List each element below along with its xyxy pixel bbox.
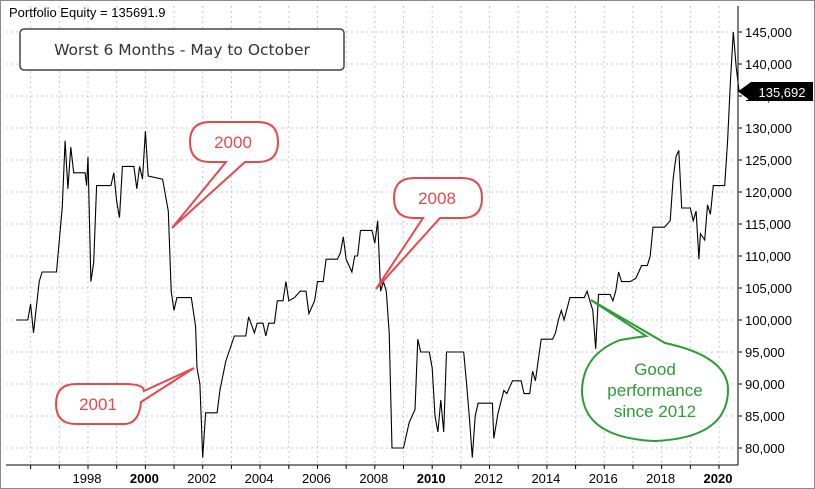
y-tick-label: 120,000	[745, 185, 792, 200]
y-tick-label: 105,000	[745, 281, 792, 296]
x-tick-label: 1998	[73, 471, 102, 486]
y-tick-label: 115,000	[745, 217, 791, 232]
callout-2000-text: 2000	[214, 133, 252, 152]
y-tick-label: 90,000	[745, 377, 785, 392]
callout-2001-text: 2001	[79, 395, 117, 414]
x-tick-label: 2004	[245, 471, 274, 486]
y-tick-label: 85,000	[745, 409, 785, 424]
x-tick-label: 2012	[474, 471, 503, 486]
y-tick-label: 110,000	[745, 249, 791, 264]
x-tick-label: 2016	[589, 471, 618, 486]
y-tick-label: 130,000	[745, 121, 792, 136]
y-tick-label: 80,000	[745, 441, 785, 456]
y-tick-label: 95,000	[745, 345, 785, 360]
y-tick-label: 125,000	[745, 153, 792, 168]
x-tick-label: 2002	[187, 471, 216, 486]
x-tick-label: 2020	[704, 471, 733, 486]
x-tick-label: 2008	[359, 471, 388, 486]
y-tick-label: 145,000	[745, 25, 792, 40]
title-box: Worst 6 Months - May to October	[19, 28, 345, 71]
x-tick-label: 2018	[646, 471, 675, 486]
x-tick-label: 2000	[130, 471, 159, 486]
equity-series-line	[16, 31, 745, 458]
callout-2008-text: 2008	[418, 189, 456, 208]
chart-title: Worst 6 Months - May to October	[54, 41, 310, 59]
callout-good-performance-text: Good performance since 2012	[607, 360, 702, 421]
x-tick-label: 2014	[531, 471, 560, 486]
last-value-label: 135,692	[759, 85, 806, 100]
x-axis-ticks: 1998 2000 2002 2004 2006 2008 2010 2012 2014 2016…	[30, 465, 733, 486]
portfolio-equity-label: Portfolio Equity = 135691.9	[9, 5, 165, 20]
callout-2001: 2001	[54, 367, 195, 425]
x-tick-label: 2006	[302, 471, 331, 486]
y-tick-label: 140,000	[745, 57, 792, 72]
callout-2008: 2008	[375, 177, 484, 290]
x-tick-label: 2010	[417, 471, 446, 486]
y-tick-label: 100,000	[745, 313, 792, 328]
callout-good-performance-line: performance	[607, 381, 702, 400]
callout-good-performance-line: since 2012	[614, 402, 696, 421]
callout-2000: 2000	[171, 121, 280, 229]
callout-good-performance: Good performance since 2012	[580, 299, 730, 443]
callout-good-performance-line: Good	[634, 360, 676, 379]
last-value-marker: 135,692	[738, 82, 813, 101]
